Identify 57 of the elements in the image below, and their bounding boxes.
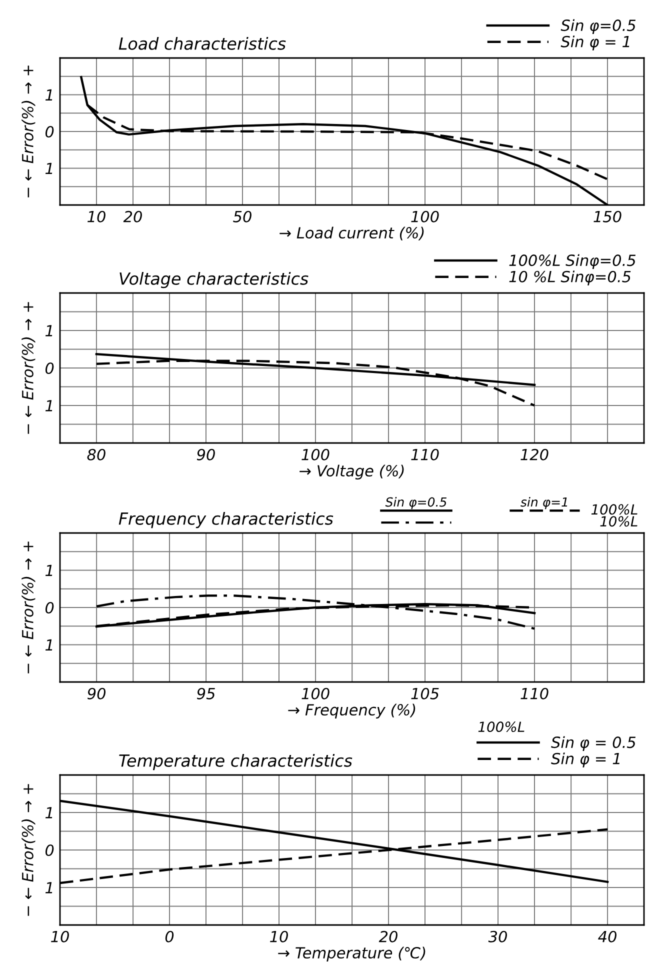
- y-axis-title: − ← Error(%) → +: [22, 784, 36, 916]
- x-axis-title: → Voltage (%): [300, 464, 404, 480]
- x-tick-label: 95: [197, 688, 215, 700]
- y-tick-label: 1: [45, 89, 52, 101]
- legend-title: 100%L: [478, 722, 524, 732]
- legend-label: 10 %L Sinφ=0.5: [509, 270, 631, 286]
- x-tick-label: 0: [165, 930, 174, 942]
- y-tick-label: 1: [45, 564, 52, 576]
- y-tick-label: 1: [45, 882, 52, 894]
- x-tick-label: 10: [88, 210, 106, 222]
- y-axis-title: − ← Error(%) → +: [22, 302, 36, 434]
- x-tick-label: 30: [488, 930, 507, 942]
- chart-title: Voltage characteristics: [120, 272, 308, 288]
- x-tick-label: 110: [411, 448, 439, 460]
- x-tick-label: 50: [233, 210, 252, 222]
- text: sin φ=1: [520, 497, 568, 510]
- y-tick-label: 1: [45, 162, 52, 174]
- x-tick-label: 20: [378, 930, 398, 942]
- x-tick-label: 20: [123, 210, 142, 222]
- x-tick-label: 80: [87, 448, 106, 460]
- x-tick-label: 105: [411, 688, 439, 700]
- legend-label: Sin φ = 1: [560, 36, 630, 50]
- legend-label: Sin φ=0.5: [560, 19, 636, 34]
- x-axis-title: → Temperature (℃): [278, 946, 426, 962]
- y-tick-label: 0: [45, 844, 54, 856]
- text: 10%L: [600, 516, 638, 527]
- text: Sin φ=0.5: [385, 497, 446, 510]
- legend-label: Sin φ = 1: [551, 752, 620, 768]
- chart-title: Frequency characteristics: [118, 512, 334, 528]
- x-tick-label: 90: [196, 448, 215, 460]
- x-tick-label: 100: [411, 210, 439, 222]
- x-tick-label: 100: [302, 688, 330, 700]
- x-axis-title: → Frequency (%): [288, 704, 416, 719]
- y-tick-label: 0: [45, 126, 54, 138]
- x-tick-label: 110: [520, 688, 548, 700]
- chart-title: Load characteristics: [118, 37, 286, 50]
- line-series: [95, 594, 536, 630]
- y-axis-title: − ← Error(%) → +: [22, 542, 36, 674]
- text: 100%L: [591, 504, 638, 515]
- y-tick-label: 1: [45, 400, 52, 412]
- y-tick-label: 1: [45, 325, 52, 336]
- legend-label: 100%L Sinφ=0.5: [509, 254, 636, 270]
- x-tick-label: 40: [598, 930, 616, 942]
- y-tick-label: 1: [45, 807, 52, 818]
- x-axis-title: → Load current (%): [280, 226, 424, 240]
- y-tick-label: 0: [45, 602, 54, 614]
- x-tick-label: 150: [594, 210, 622, 222]
- legend-label: Sin φ = 0.5: [551, 736, 636, 752]
- y-tick-label: 1: [45, 639, 52, 651]
- y-axis-title: − ← Error(%) → +: [22, 66, 36, 198]
- chart-title: Temperature characteristics: [119, 754, 352, 770]
- y-tick-label: 0: [45, 362, 54, 374]
- x-tick-label: 120: [520, 448, 548, 460]
- x-tick-label: 10: [270, 930, 288, 942]
- x-tick-label: 90: [88, 688, 106, 700]
- x-tick-label: 100: [302, 448, 330, 460]
- x-tick-label: 10: [51, 930, 69, 942]
